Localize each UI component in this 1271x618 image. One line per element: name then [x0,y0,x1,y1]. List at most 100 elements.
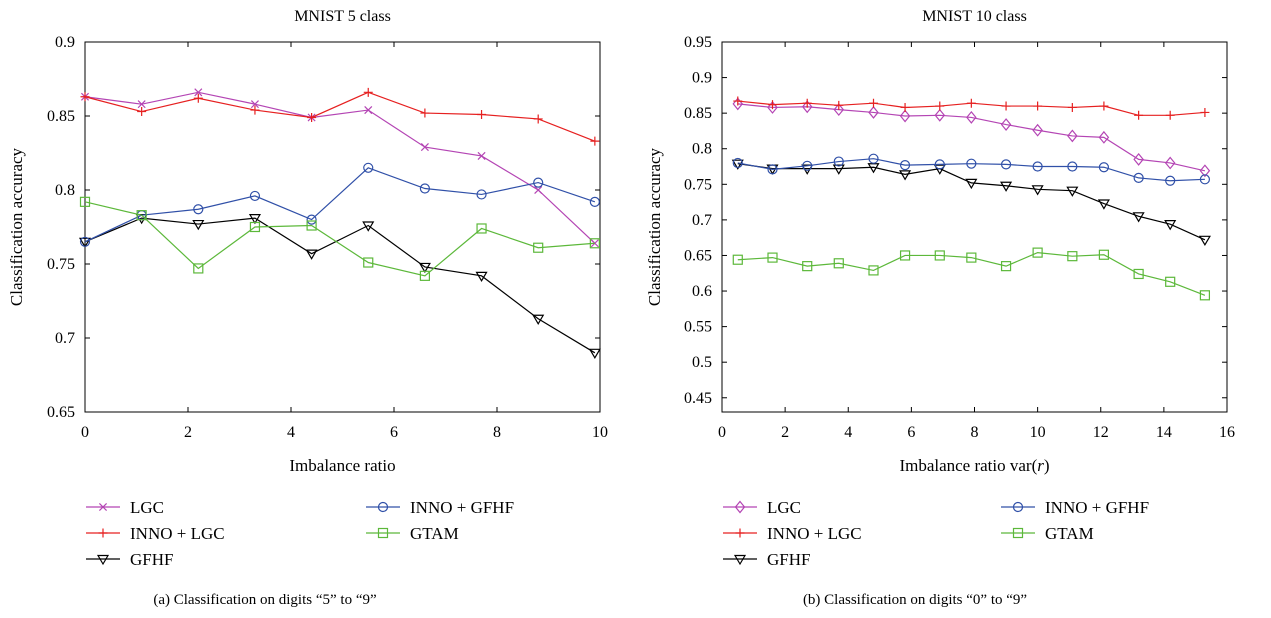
y-tick-label: 0.65 [47,404,75,421]
series-gfhf [78,214,601,359]
data-point-gtam [1032,247,1043,258]
data-point-inno-lgc [935,101,945,111]
data-point-gtam [1133,268,1144,280]
data-point-gfhf [78,237,92,248]
figure-caption: (b) Classification on digits “0” to “9” [803,592,1027,608]
series-line-lgc [737,103,1206,172]
data-point-inno-gfhf [833,156,844,167]
data-point-gtam [193,263,204,274]
data-point-inno-lgc [966,98,976,108]
series-gtam [732,247,1211,301]
data-point-inno-lgc [1033,101,1043,111]
y-tick-label: 0.45 [684,390,712,407]
data-point-gfhf [248,214,261,225]
series-line-inno-lgc [84,91,596,142]
chart-title: MNIST 5 class [294,8,391,25]
y-tick-label: 0.65 [684,247,712,264]
x-tick-label: 4 [287,424,295,441]
legend: LGC INNO + GFHF INNO + LGC GTAM GFHF [723,498,1149,569]
legend-item-gfhf: GFHF [723,550,810,569]
data-point-gfhf [418,262,431,274]
data-point-inno-gfhf [589,196,600,207]
data-point-gtam [802,261,813,272]
y-tick-label: 0.75 [47,256,75,273]
data-point-inno-lgc [477,110,487,120]
legend-label: LGC [130,498,164,517]
legend-label: INNO + LGC [130,524,225,543]
y-tick-label: 0.6 [692,283,712,300]
data-point-gfhf [731,159,744,170]
data-point-inno-lgc [802,98,812,108]
legend-marker [1012,527,1024,539]
x-tick-label: 6 [907,424,915,441]
data-point-inno-gfhf [306,214,317,225]
data-point-lgc [767,101,778,114]
data-point-inno-lgc [768,100,777,110]
data-point-inno-gfhf [476,189,487,200]
data-point-lgc [934,108,946,122]
data-point-gfhf [305,249,318,260]
data-point-inno-gfhf [966,158,977,169]
data-point-inno-gfhf [732,157,743,169]
x-tick-label: 8 [971,424,979,441]
data-point-gtam [533,242,544,253]
legend-item-gtam: GTAM [366,524,459,543]
y-axis-label: Classification accuracy [7,147,26,306]
series-line-lgc [84,91,596,244]
data-point-inno-lgc [1134,110,1144,120]
legend-label: GFHF [767,550,810,569]
data-point-lgc [477,151,486,160]
x-axis-label: Imbalance ratio [289,456,395,475]
data-point-gfhf [588,348,601,359]
data-point-lgc [801,100,813,114]
data-point-lgc [868,105,879,119]
legend-item-inno-lgc: INNO + LGC [86,524,225,543]
data-point-gtam [1165,276,1176,287]
legend: LGC INNO + GFHF INNO + LGC GTAM GFHF [86,498,514,569]
series-line-gfhf [737,163,1206,241]
data-point-inno-lgc [1099,101,1109,111]
legend-marker [735,528,745,538]
data-point-inno-lgc [533,114,543,124]
legend-label: GFHF [130,550,173,569]
x-tick-label: 14 [1156,424,1172,441]
data-point-lgc [1098,130,1110,144]
y-tick-label: 0.75 [684,176,712,193]
data-point-gfhf [1031,185,1044,196]
series-line-inno-gfhf [84,167,596,243]
data-point-inno-gfhf [1165,175,1176,186]
legend-marker [377,501,389,513]
legend-item-gtam: GTAM [1001,524,1094,543]
series-gfhf [731,159,1211,246]
data-point-inno-lgc [137,107,147,117]
data-point-inno-lgc [80,92,90,102]
x-tick-label: 16 [1219,424,1235,441]
y-tick-label: 0.5 [692,354,712,371]
data-point-gtam [1067,251,1078,262]
data-point-inno-gfhf [868,153,879,164]
data-point-gtam [419,270,430,281]
legend-marker [1012,501,1024,513]
data-point-gfhf [475,271,488,283]
data-point-gtam [1000,261,1012,272]
x-tick-label: 10 [1030,424,1046,441]
data-point-gtam [1199,290,1211,301]
legend-label: GTAM [1045,524,1094,543]
series-inno-lgc [80,87,600,146]
data-point-lgc [833,103,845,117]
series-gtam [79,196,600,281]
data-point-inno-gfhf [1000,159,1012,170]
series-lgc [732,97,1211,178]
y-tick-label: 0.7 [692,212,712,229]
legend-label: GTAM [410,524,459,543]
plot-frame [721,41,1228,413]
data-point-inno-gfhf [1133,172,1144,184]
legend-item-lgc: LGC [86,498,164,517]
data-point-lgc [1000,118,1012,131]
data-point-gfhf [1164,220,1177,231]
data-point-gfhf [362,221,375,232]
data-point-inno-lgc [307,112,317,122]
x-tick-label: 10 [592,424,608,441]
data-point-inno-lgc [1165,110,1175,120]
